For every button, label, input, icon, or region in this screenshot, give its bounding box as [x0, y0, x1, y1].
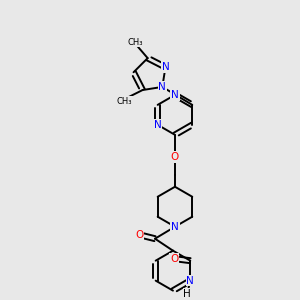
Text: O: O: [135, 230, 143, 240]
Text: N: N: [158, 82, 166, 92]
Text: N: N: [154, 120, 161, 130]
Text: N: N: [162, 62, 169, 72]
Text: N: N: [171, 222, 179, 232]
Text: O: O: [171, 152, 179, 162]
Text: N: N: [186, 276, 194, 286]
Text: O: O: [170, 254, 178, 264]
Text: H: H: [183, 289, 191, 298]
Text: N: N: [171, 90, 179, 100]
Text: CH₃: CH₃: [128, 38, 143, 47]
Text: CH₃: CH₃: [117, 97, 132, 106]
